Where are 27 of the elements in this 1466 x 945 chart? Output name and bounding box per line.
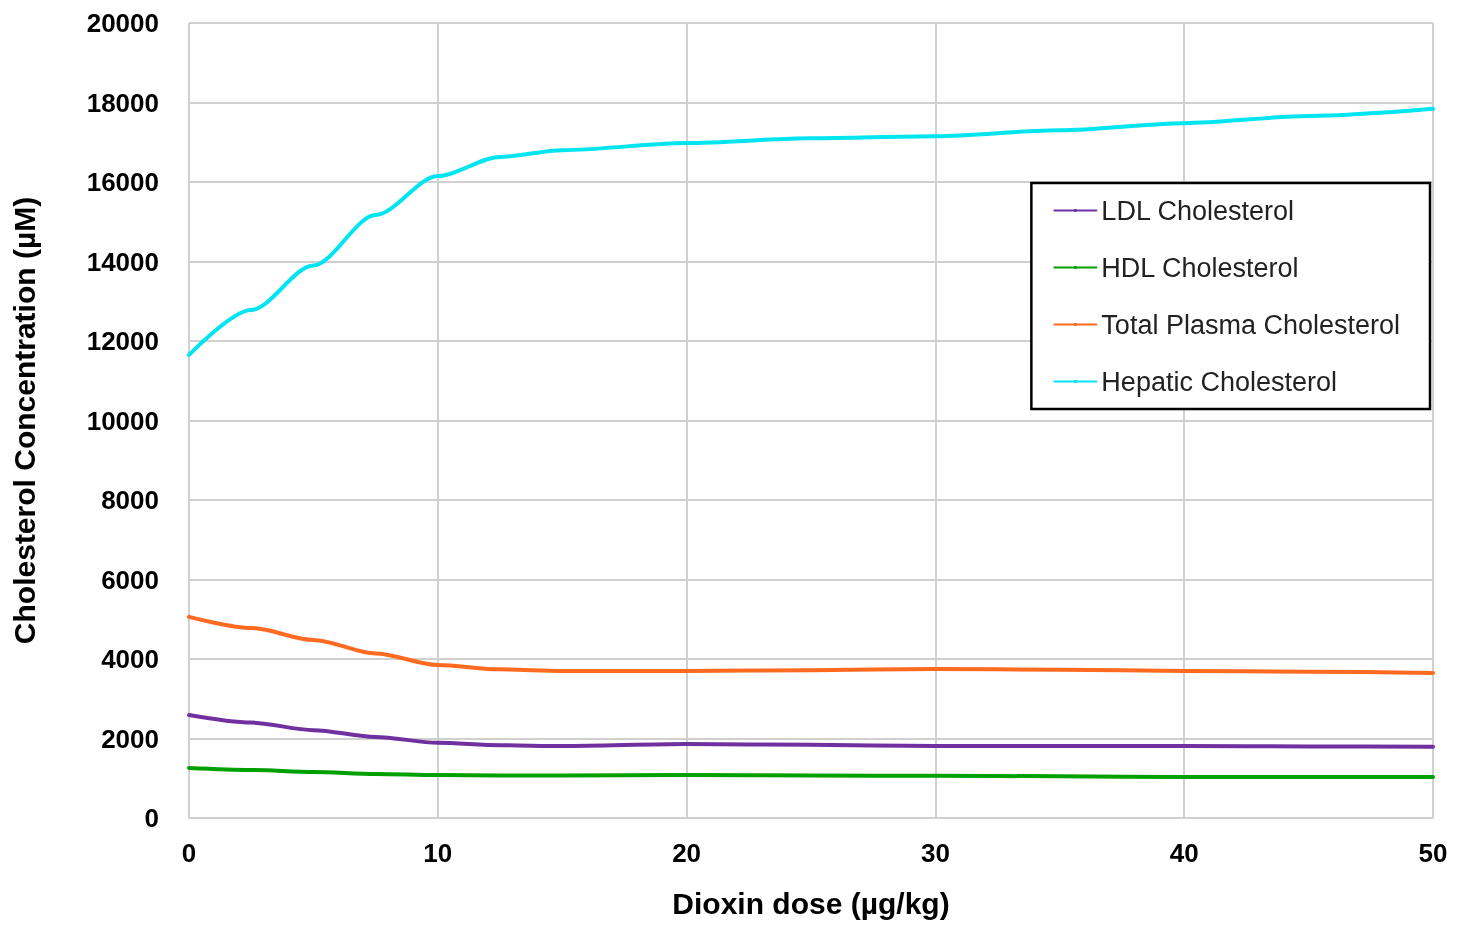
- x-tick-label: 10: [423, 838, 453, 868]
- line-series: [187, 713, 1435, 749]
- x-tick-label: 50: [1418, 838, 1448, 868]
- x-axis-title: Dioxin dose (µg/kg): [672, 886, 950, 920]
- x-tick-label: 40: [1169, 838, 1199, 868]
- line-series: [187, 106, 1435, 357]
- x-tick-label: 0: [181, 838, 197, 868]
- y-tick-label: 0: [144, 803, 159, 833]
- x-tick-label: 30: [920, 838, 950, 868]
- x-tick-label: 20: [672, 838, 702, 868]
- y-tick-label: 10000: [86, 405, 159, 436]
- y-tick-label: 6000: [101, 564, 159, 595]
- y-tick-label: 20000: [86, 8, 159, 38]
- line-series: [187, 765, 1435, 780]
- y-tick-label: 18000: [86, 87, 159, 118]
- y-axis-title: Cholesterol Concentration (µM): [7, 196, 41, 645]
- line-series: [187, 614, 1435, 675]
- legend-label: Total Plasma Cholesterol: [1101, 309, 1401, 340]
- y-tick-label: 8000: [101, 485, 159, 515]
- y-tick-label: 14000: [86, 246, 159, 277]
- legend-label: HDL Cholesterol: [1101, 252, 1299, 283]
- y-tick-label: 16000: [86, 167, 159, 197]
- y-tick-label: 4000: [101, 644, 159, 674]
- legend-label: LDL Cholesterol: [1101, 195, 1294, 226]
- y-tick-label: 12000: [86, 326, 159, 356]
- y-tick-label: 2000: [101, 723, 159, 754]
- legend-label: Hepatic Cholesterol: [1101, 366, 1337, 397]
